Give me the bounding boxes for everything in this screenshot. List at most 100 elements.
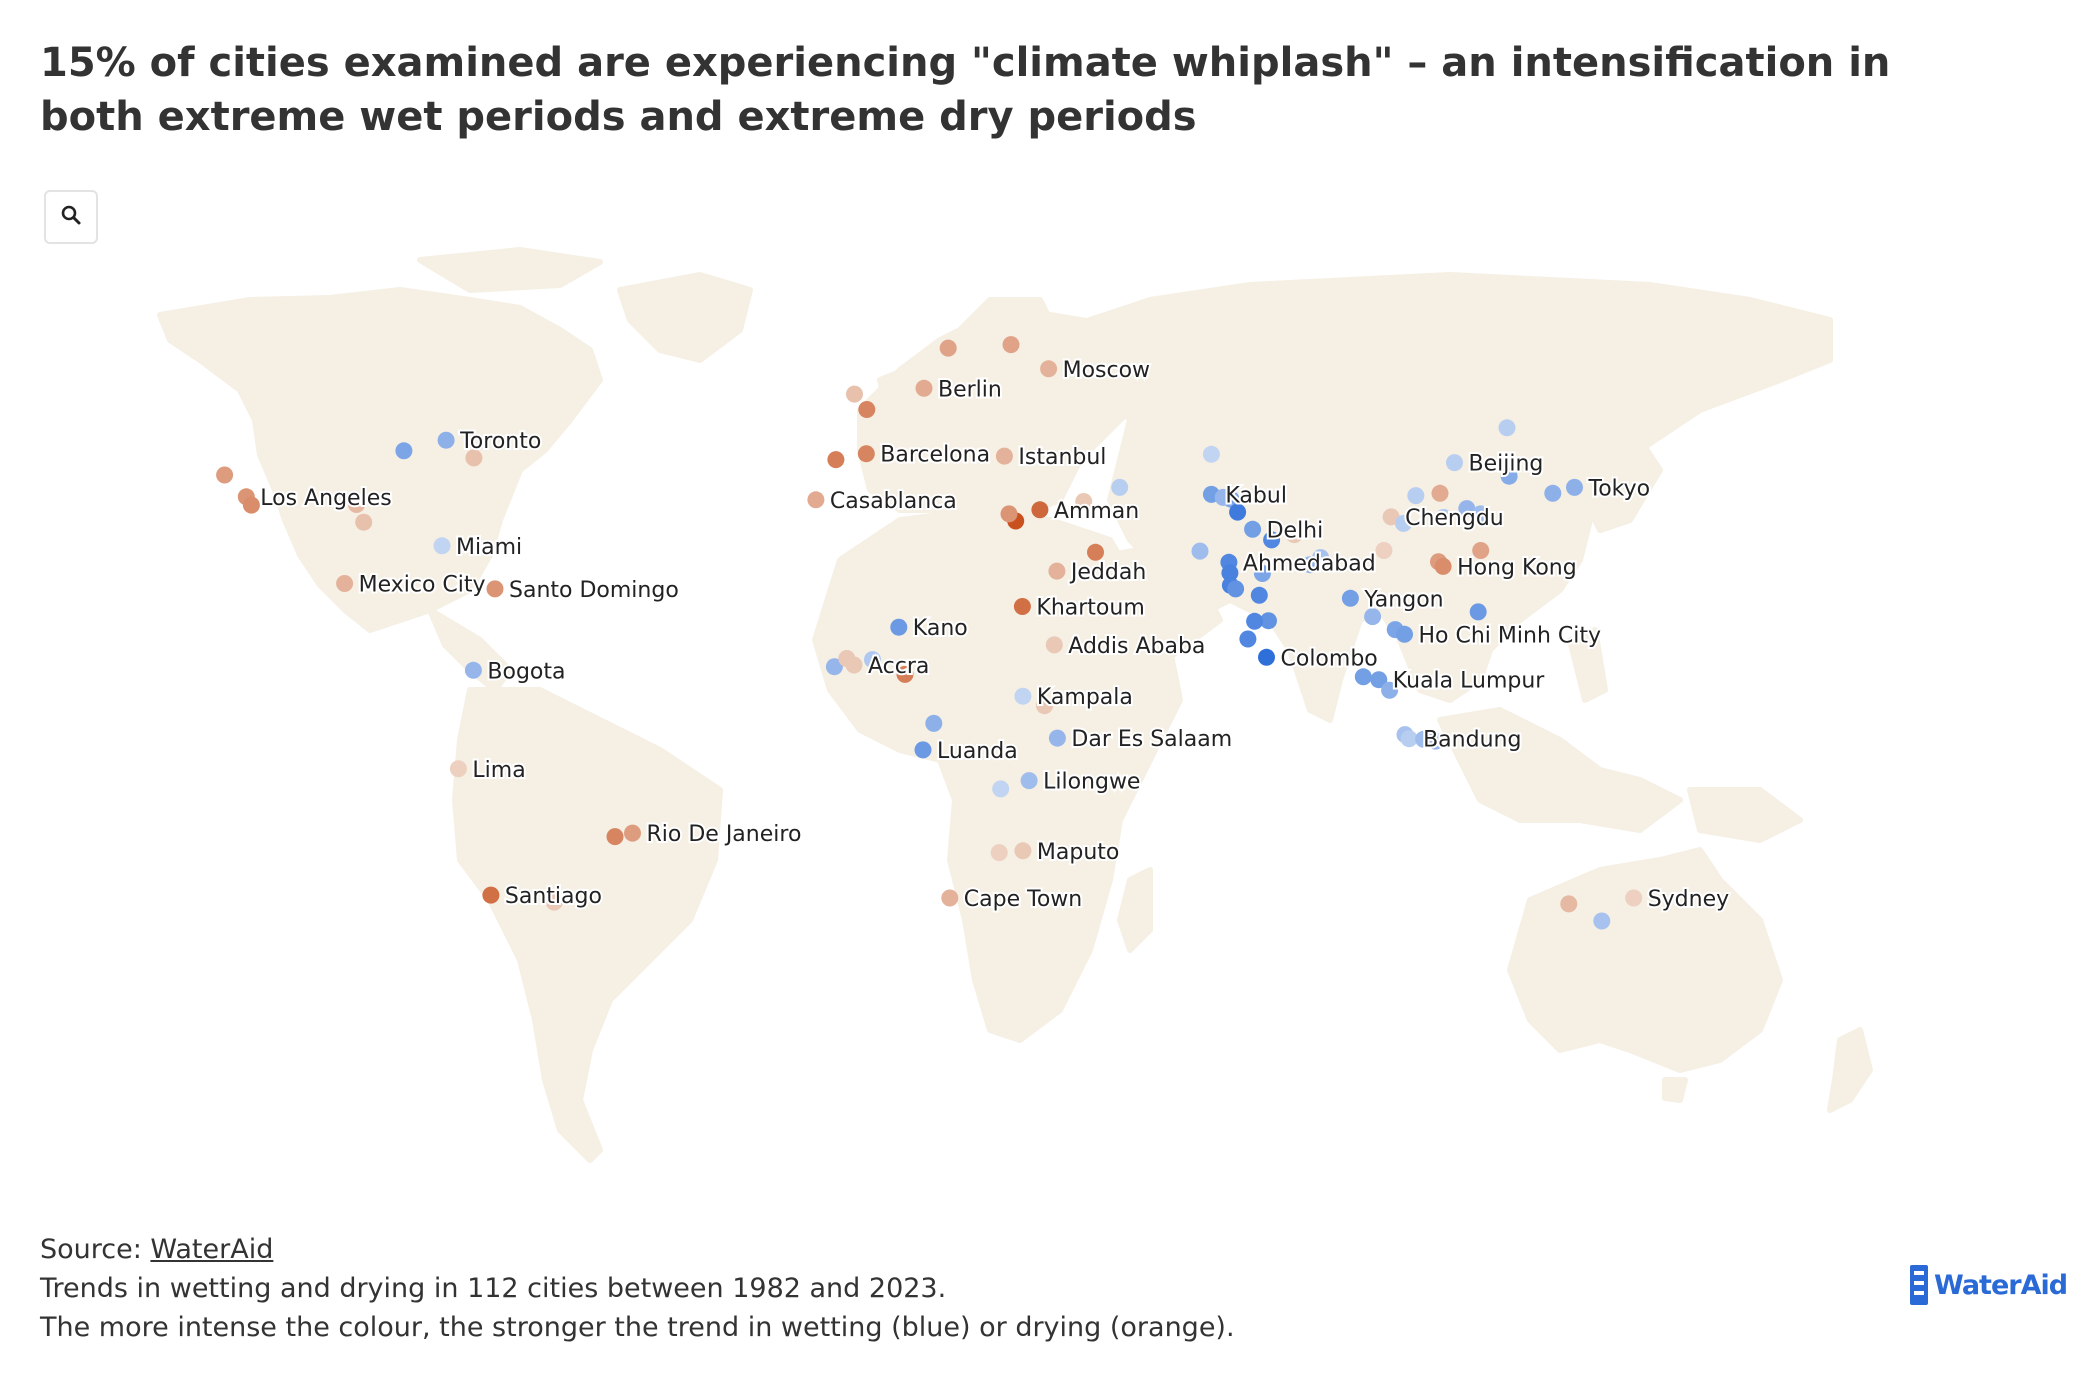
city-dot[interactable] (1435, 509, 1453, 526)
city-dot[interactable] (1000, 505, 1018, 523)
city-dot[interactable] (1498, 419, 1516, 437)
city-dot[interactable] (242, 496, 260, 514)
city-label: Jeddah (1069, 560, 1146, 585)
city-dot[interactable] (1415, 730, 1433, 748)
city-label: Delhi (1267, 518, 1324, 543)
city-dot[interactable] (1500, 467, 1518, 485)
city-dot[interactable] (1354, 668, 1372, 686)
city-dot[interactable] (1014, 687, 1032, 705)
city-dot[interactable] (914, 741, 932, 759)
city-dot[interactable] (992, 780, 1010, 798)
world-map[interactable]: Moscow Berlin Barcelona Istanbul Casablanca A… (0, 240, 2074, 1200)
city-dot[interactable] (846, 385, 863, 403)
city-dot[interactable] (216, 466, 234, 484)
city-dot[interactable] (807, 491, 825, 509)
city-dot[interactable] (1013, 598, 1031, 615)
city-dot[interactable] (925, 714, 943, 732)
city-dot[interactable] (1472, 542, 1490, 559)
city-dot[interactable] (1431, 484, 1449, 502)
city-dot[interactable] (1285, 526, 1303, 544)
city-dot[interactable] (395, 442, 413, 460)
city-dot[interactable] (1075, 493, 1093, 510)
city-dot[interactable] (857, 445, 875, 463)
city-dot[interactable] (1250, 586, 1268, 604)
city-dot[interactable] (915, 379, 933, 397)
city-dot[interactable] (1229, 503, 1247, 521)
city-dot[interactable] (1469, 603, 1487, 621)
search-button[interactable] (44, 190, 98, 244)
city-dot[interactable] (1239, 630, 1257, 648)
city-dot[interactable] (1214, 488, 1232, 506)
city-dot[interactable] (1040, 360, 1058, 378)
city-dot[interactable] (1260, 612, 1277, 630)
source-link[interactable]: WaterAid (150, 1234, 274, 1265)
city-dot[interactable] (1593, 912, 1611, 930)
city-dot[interactable] (1221, 564, 1239, 582)
city-dot[interactable] (1375, 542, 1393, 559)
city-dot[interactable] (1364, 608, 1382, 626)
city-dot[interactable] (827, 451, 845, 469)
city-dot[interactable] (1258, 648, 1275, 666)
city-dot[interactable] (464, 661, 482, 679)
city-dot[interactable] (1002, 336, 1020, 354)
city-dot[interactable] (941, 889, 959, 907)
city-dot[interactable] (1566, 478, 1583, 496)
city-dot[interactable] (437, 431, 455, 449)
city-dot[interactable] (465, 449, 483, 467)
city-dot[interactable] (858, 401, 876, 418)
city-dot[interactable] (355, 513, 373, 531)
city-dot[interactable] (433, 537, 451, 555)
city-dot[interactable] (890, 618, 908, 636)
city-dot[interactable] (990, 844, 1008, 862)
city-dot[interactable] (1246, 612, 1264, 630)
city-dot[interactable] (1370, 671, 1388, 689)
city-dot[interactable] (624, 824, 641, 842)
city-dot[interactable] (1263, 531, 1281, 549)
city-dot[interactable] (1014, 842, 1032, 860)
greenland-landmass (617, 272, 753, 363)
city-dot[interactable] (1244, 520, 1262, 538)
city-dot[interactable] (1458, 500, 1476, 518)
wateraid-logo[interactable]: WaterAid (1908, 1262, 2068, 1308)
city-dot[interactable] (1312, 549, 1330, 567)
land-layer (157, 247, 1873, 1163)
city-dot[interactable] (939, 339, 957, 357)
city-dot[interactable] (1381, 681, 1399, 699)
city-dot[interactable] (825, 658, 843, 676)
city-dot[interactable] (482, 886, 500, 904)
city-dot[interactable] (1111, 478, 1129, 496)
city-dot[interactable] (486, 580, 504, 598)
city-dot[interactable] (545, 893, 563, 911)
city-dot[interactable] (1446, 454, 1463, 472)
city-dot[interactable] (1434, 557, 1452, 575)
city-label: Khartoum (1036, 596, 1144, 621)
city-dot[interactable] (1087, 543, 1104, 561)
city-dot[interactable] (1395, 514, 1412, 532)
city-dot[interactable] (1048, 562, 1066, 580)
city-dot[interactable] (1036, 697, 1053, 715)
city-dot[interactable] (1253, 565, 1271, 582)
city-dot[interactable] (1400, 730, 1418, 748)
city-dot[interactable] (864, 651, 881, 669)
city-dot[interactable] (1396, 625, 1413, 643)
city-dot[interactable] (1544, 484, 1562, 502)
city-dot[interactable] (1191, 542, 1209, 560)
city-dot[interactable] (1560, 895, 1578, 913)
city-dot[interactable] (1020, 772, 1038, 790)
city-dot[interactable] (1472, 505, 1490, 523)
city-dot[interactable] (896, 665, 914, 683)
city-dot[interactable] (838, 650, 856, 667)
city-dot[interactable] (449, 760, 467, 778)
city-dot[interactable] (606, 828, 624, 846)
city-dot[interactable] (348, 496, 365, 513)
city-dot[interactable] (1048, 729, 1066, 747)
city-dot[interactable] (1625, 889, 1643, 907)
city-dot[interactable] (1202, 445, 1220, 463)
city-dot[interactable] (1227, 580, 1245, 598)
city-dot[interactable] (1045, 636, 1063, 654)
city-dot[interactable] (336, 575, 354, 592)
city-dot[interactable] (995, 447, 1013, 465)
city-dot[interactable] (1407, 487, 1425, 505)
city-dot[interactable] (1341, 589, 1359, 607)
city-dot[interactable] (1031, 501, 1049, 519)
